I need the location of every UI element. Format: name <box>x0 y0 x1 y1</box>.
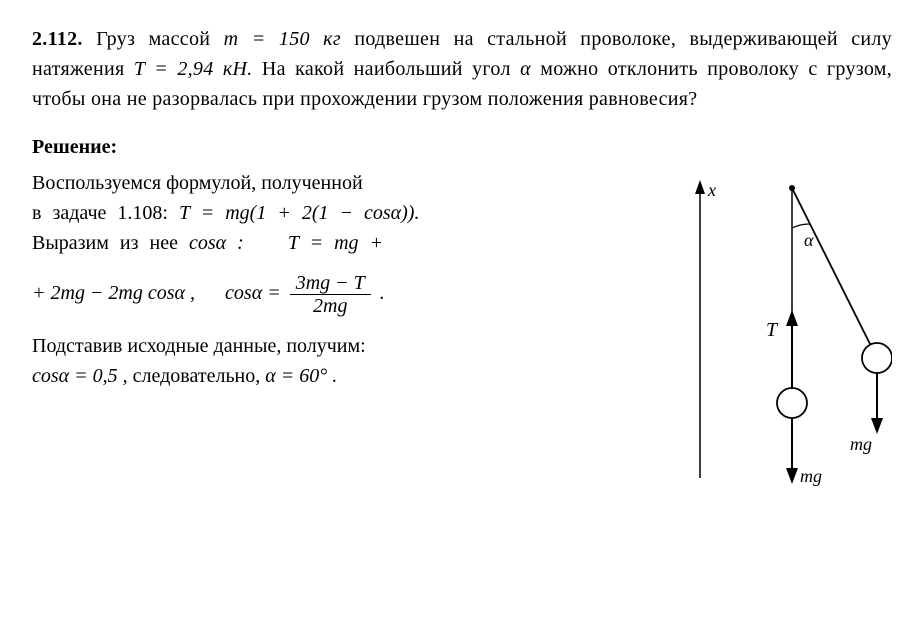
problem-statement: 2.112. Груз массой m = 150 кг подвешен н… <box>32 24 892 114</box>
label-x: x <box>707 180 716 200</box>
label-alpha: α <box>804 230 814 250</box>
solution-body: Воспользуемся формулой, полученной в зад… <box>32 168 892 507</box>
label-mg-1: mg⃗ <box>800 466 836 486</box>
formula-T: T = mg(1 + 2(1 − cosα)). <box>179 202 420 224</box>
fraction-num: 3mg − T <box>290 272 371 295</box>
sol-line-4: + 2mg − 2mg cosα , cosα = 3mg − T 2mg . <box>32 272 672 317</box>
alpha-symbol: α <box>520 58 531 80</box>
solution-text: Воспользуемся формулой, полученной в зад… <box>32 168 672 391</box>
sol-line-2: в задаче 1.108: T = mg(1 + 2(1 − cosα)). <box>32 198 672 228</box>
fraction: 3mg − T 2mg <box>290 272 371 317</box>
solution-heading: Решение: <box>32 132 892 162</box>
label-T: T⃗ <box>766 319 793 341</box>
sol-line-5: Подставив исходные данные, получим: <box>32 331 672 361</box>
sol-line-3: Выразим из нее cosα : T = mg + <box>32 228 672 258</box>
problem-number: 2.112. <box>32 28 83 50</box>
eq-mid: T = mg + <box>288 232 383 254</box>
diagram: x α T⃗ mg⃗ mg⃗ <box>682 168 892 507</box>
cos-label: cosα : <box>189 232 244 254</box>
alpha-result: α = 60° . <box>265 365 337 387</box>
problem-text-3: На какой наибольший угол <box>262 58 520 80</box>
cos-eq-lhs: cosα = <box>225 282 286 304</box>
sol-line-1: Воспользуемся формулой, полученной <box>32 168 672 198</box>
problem-text-1: Груз массой <box>96 28 224 50</box>
mass-equation: m = 150 кг <box>224 28 341 50</box>
tension-equation: T = 2,94 кН. <box>134 58 253 80</box>
label-mg-2: mg⃗ <box>850 434 886 454</box>
fraction-den: 2mg <box>290 295 371 317</box>
sol-line-6: cosα = 0,5 , следовательно, α = 60° . <box>32 361 672 391</box>
eq-mid2: + 2mg − 2mg cosα , <box>32 282 195 304</box>
cos-result: cosα = 0,5 , <box>32 365 128 387</box>
